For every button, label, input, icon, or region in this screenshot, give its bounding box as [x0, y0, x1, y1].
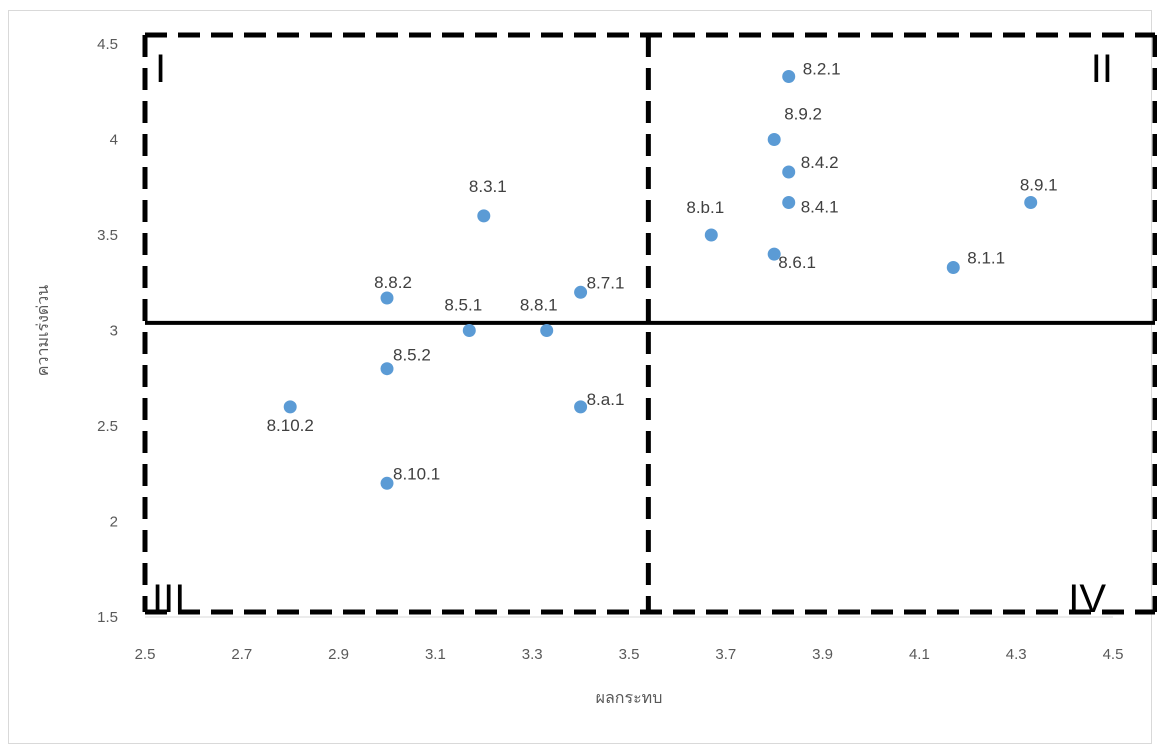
data-label: 8.1.1: [967, 248, 1005, 267]
data-point: [782, 69, 796, 83]
data-label: 8.6.1: [778, 253, 816, 272]
y-tick-label: 2: [110, 514, 118, 531]
x-tick-label: 2.9: [328, 646, 349, 663]
x-tick-label: 4.3: [1006, 646, 1027, 663]
data-point: [574, 285, 588, 299]
x-tick-label: 3.9: [812, 646, 833, 663]
data-point: [574, 400, 588, 414]
y-tick-label: 4.5: [97, 36, 118, 53]
x-tick-label: 4.1: [909, 646, 930, 663]
data-point: [380, 362, 394, 376]
x-tick-label: 3.3: [522, 646, 543, 663]
y-tick-labels: 1.5 2 2.5 3 3.5 4 4.5: [97, 36, 118, 626]
data-point: [380, 291, 394, 305]
x-tick-label: 2.5: [135, 646, 156, 663]
data-label: 8.8.1: [520, 296, 558, 315]
data-label: 8.8.2: [374, 273, 412, 292]
x-tick-label: 3.7: [715, 646, 736, 663]
y-tick-label: 1.5: [97, 609, 118, 626]
data-point: [782, 196, 796, 210]
x-tick-label: 3.5: [619, 646, 640, 663]
data-point: [283, 400, 297, 414]
data-label: 8.b.1: [686, 198, 724, 217]
data-label: 8.9.1: [1020, 176, 1058, 195]
x-tick-label: 2.7: [231, 646, 252, 663]
data-label: 8.10.1: [393, 464, 440, 483]
quadrant-label: IV: [1068, 577, 1106, 621]
data-point: [540, 324, 554, 337]
y-axis-title: ความเร่งด่วน: [35, 285, 52, 376]
y-tick-label: 2.5: [97, 418, 118, 435]
data-point: [767, 247, 781, 261]
data-label: 8.4.1: [801, 198, 839, 217]
data-label: 8.9.2: [784, 105, 822, 124]
data-label: 8.3.1: [469, 177, 507, 196]
data-point: [477, 209, 491, 223]
quadrant-label: III: [152, 577, 185, 621]
data-label: 8.10.2: [267, 416, 314, 435]
y-tick-label: 3.5: [97, 227, 118, 244]
data-point: [782, 165, 796, 179]
data-point: [704, 228, 718, 242]
x-tick-label: 4.5: [1103, 646, 1124, 663]
data-labels: 8.2.1 8.9.2 8.4.2 8.4.1 8.9.1 8.3.1 8.b.1 8.6.1…: [267, 59, 1058, 483]
data-label: 8.7.1: [587, 273, 625, 292]
x-axis-title: ผลกระทบ: [596, 690, 663, 707]
x-tick-labels: 2.5 2.7 2.9 3.1 3.3 3.5 3.7 3.9 4.1 4.3 4.5: [135, 646, 1124, 663]
data-point: [767, 133, 781, 146]
chart-area: [8, 10, 1152, 744]
data-point: [946, 260, 960, 274]
data-label: 8.2.1: [803, 59, 841, 78]
data-label: 8.5.1: [444, 296, 482, 315]
data-point: [462, 324, 476, 337]
data-label: 8.5.2: [393, 346, 431, 365]
data-point: [1024, 196, 1038, 210]
quadrant-label: I: [155, 47, 166, 91]
data-point: [380, 476, 394, 490]
quadrant-label: II: [1091, 47, 1113, 91]
data-label: 8.4.2: [801, 153, 839, 172]
y-tick-label: 4: [110, 132, 118, 149]
x-tick-label: 3.1: [425, 646, 446, 663]
data-label: 8.a.1: [587, 390, 625, 409]
y-tick-label: 3: [110, 323, 118, 340]
data-points: [283, 69, 1038, 490]
